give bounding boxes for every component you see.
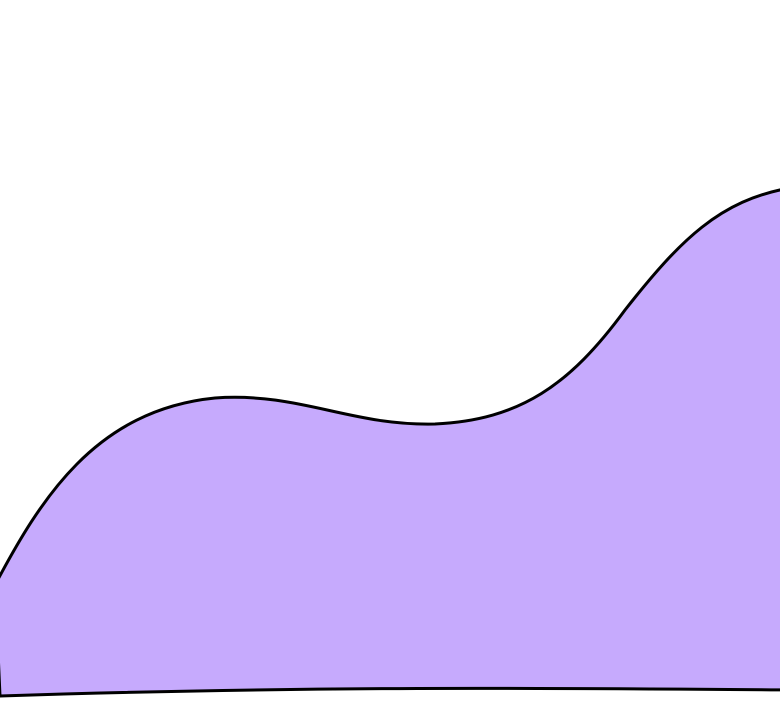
purple-wave-shape (0, 188, 780, 698)
